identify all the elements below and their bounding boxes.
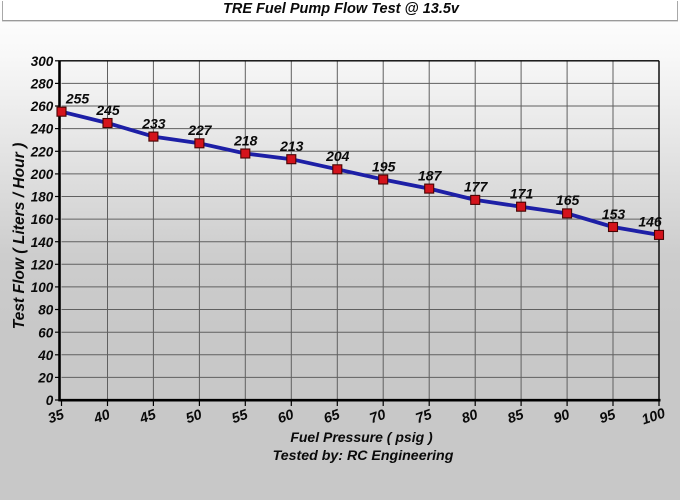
svg-text:120: 120 [31, 257, 54, 272]
svg-text:160: 160 [31, 212, 54, 227]
svg-text:260: 260 [30, 99, 54, 114]
svg-text:171: 171 [510, 186, 534, 202]
svg-text:165: 165 [556, 192, 580, 208]
svg-text:153: 153 [602, 206, 626, 222]
svg-text:70: 70 [368, 407, 388, 427]
svg-text:Test Flow ( Liters / Hour ): Test Flow ( Liters / Hour ) [11, 143, 28, 330]
svg-text:227: 227 [187, 122, 213, 138]
svg-text:177: 177 [464, 179, 489, 195]
svg-text:Fuel Pressure ( psig ): Fuel Pressure ( psig ) [290, 429, 433, 445]
svg-text:95: 95 [597, 407, 618, 428]
svg-text:75: 75 [414, 407, 435, 428]
svg-text:0: 0 [46, 393, 54, 408]
svg-text:65: 65 [322, 407, 343, 428]
svg-text:187: 187 [418, 167, 443, 183]
svg-text:180: 180 [31, 190, 54, 205]
svg-text:220: 220 [30, 144, 54, 159]
svg-text:240: 240 [30, 122, 54, 137]
svg-text:195: 195 [372, 158, 396, 174]
svg-text:280: 280 [30, 77, 54, 92]
svg-text:40: 40 [91, 407, 112, 428]
svg-text:45: 45 [137, 407, 159, 428]
svg-text:245: 245 [95, 102, 120, 118]
svg-text:20: 20 [37, 371, 54, 386]
svg-text:255: 255 [65, 91, 90, 107]
svg-text:233: 233 [141, 115, 166, 131]
svg-text:80: 80 [38, 303, 54, 318]
svg-text:146: 146 [638, 214, 662, 230]
svg-text:100: 100 [31, 280, 54, 295]
svg-text:50: 50 [184, 407, 204, 427]
svg-text:60: 60 [276, 407, 296, 427]
svg-text:85: 85 [506, 407, 527, 428]
svg-text:140: 140 [31, 235, 54, 250]
svg-text:218: 218 [233, 132, 258, 148]
svg-text:300: 300 [31, 54, 54, 69]
svg-text:35: 35 [46, 407, 67, 428]
svg-text:200: 200 [30, 167, 54, 182]
svg-text:60: 60 [38, 325, 54, 340]
svg-text:213: 213 [279, 138, 304, 154]
svg-text:55: 55 [230, 407, 251, 428]
svg-text:204: 204 [325, 148, 350, 164]
svg-text:Tested by: RC Engineering: Tested by: RC Engineering [273, 448, 454, 464]
svg-text:80: 80 [460, 407, 480, 427]
svg-text:90: 90 [552, 407, 572, 427]
svg-text:100: 100 [640, 406, 668, 429]
svg-text:40: 40 [37, 348, 54, 363]
